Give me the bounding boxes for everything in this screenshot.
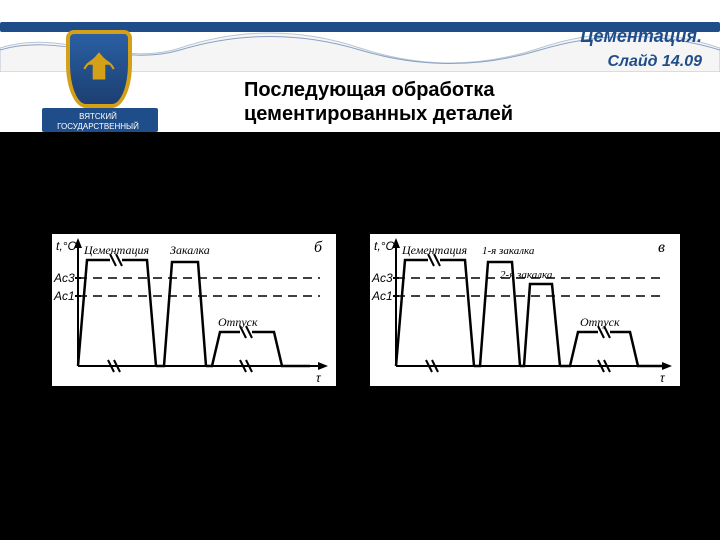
x-axis-label: τ — [316, 371, 322, 385]
figure-letter-b: б — [314, 239, 323, 256]
stage-quench2-label: 2-я закалка — [500, 269, 553, 281]
ac3-label: Ac3 — [53, 271, 75, 285]
university-line1: ВЯТСКИЙ — [79, 112, 117, 121]
diagram-b: t,°C Ac3 Ac1 τ — [52, 234, 336, 386]
title-line2: цементированных деталей — [244, 103, 513, 125]
university-line2: ГОСУДАРСТВЕННЫЙ — [57, 122, 139, 131]
lecture-topic: Цементация. — [580, 26, 702, 47]
slide-number: Слайд 14.09 — [580, 53, 702, 71]
stage-quench1-label: 1-я закалка — [482, 245, 535, 257]
ac1-label: Ac1 — [53, 289, 75, 303]
stage-temper-label: Отпуск — [580, 315, 620, 329]
slide-body: t,°C Ac3 Ac1 τ — [0, 132, 720, 540]
x-axis-label: τ — [660, 371, 666, 385]
diagram-v: t,°C Ac3 Ac1 τ — [370, 234, 680, 386]
stage-cementation-label: Цементация — [83, 243, 149, 257]
y-axis-label: t,°C — [374, 239, 394, 253]
slide-header: ВЯТСКИЙ ГОСУДАРСТВЕННЫЙ УНИВЕРСИТЕТ Цеме… — [0, 0, 720, 132]
stage-quench-label: Закалка — [170, 243, 210, 257]
header-right: Цементация. Слайд 14.09 — [580, 26, 702, 71]
ac3-label: Ac3 — [371, 271, 393, 285]
stage-temper-label: Отпуск — [218, 315, 258, 329]
stage-cementation-label: Цементация — [401, 243, 467, 257]
title-line1: Последующая обработка — [244, 79, 495, 101]
ac1-label: Ac1 — [371, 289, 393, 303]
y-axis-label: t,°C — [56, 239, 76, 253]
figure-letter-v: в — [658, 239, 665, 256]
university-crest-icon — [66, 30, 132, 108]
slide-title: Последующая обработка цементированных де… — [244, 78, 513, 126]
